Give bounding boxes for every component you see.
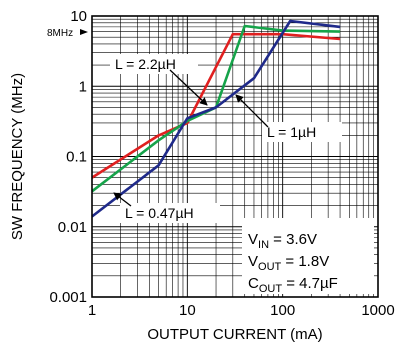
y-tick-label: 0.001 [49, 289, 87, 306]
label-background [120, 203, 220, 223]
condition-2: VOUT = 1.8V [248, 253, 329, 273]
y-tick-label: 1 [79, 78, 87, 95]
series-label-2: L = 1µH [267, 124, 316, 140]
plot-frame [91, 15, 379, 298]
condition-3: COUT = 4.7µF [248, 275, 338, 295]
x-tick-label: 1000 [361, 302, 394, 319]
x-tick-label: 100 [270, 302, 295, 319]
series-line-1 [91, 32, 341, 179]
y-tick-label: 10 [70, 8, 87, 25]
x-axis-title: OUTPUT CURRENT (mA) [147, 326, 322, 343]
marker-label-8mhz: 8MHz [47, 28, 73, 39]
arrow-l-2.2uH [169, 69, 208, 106]
label-background [262, 122, 342, 142]
y-tick-label: 0.01 [58, 219, 87, 236]
series-label-1: L = 2.2µH [115, 56, 176, 72]
series-line-3 [91, 19, 341, 218]
series-label-3: L = 0.47µH [125, 205, 194, 221]
label-background [110, 54, 198, 74]
y-axis-title: SW FREQUENCY (MHz) [9, 73, 26, 240]
x-tick-label: 1 [88, 302, 96, 319]
label-background [242, 218, 374, 294]
arrow-l-1uH [235, 94, 269, 128]
marker-arrow-8mhz [80, 29, 88, 35]
x-tick-label: 10 [179, 302, 196, 319]
arrow-l-0.47uH [113, 192, 132, 207]
condition-1: VIN = 3.6V [248, 231, 317, 251]
y-tick-label: 0.1 [66, 149, 87, 166]
